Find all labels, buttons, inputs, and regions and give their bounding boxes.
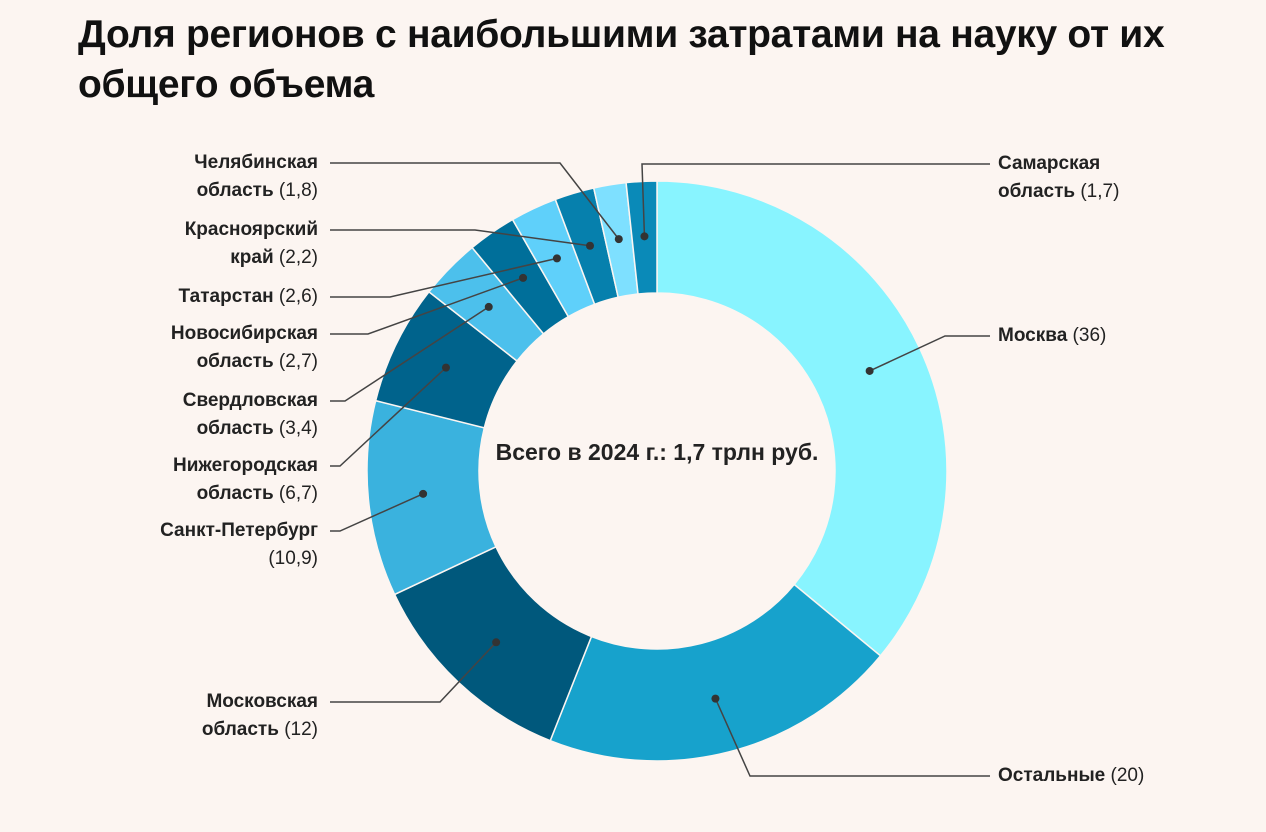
slice-value: (1,8): [278, 180, 318, 201]
leader-dot-5: [484, 302, 493, 311]
leader-line-3: [330, 493, 424, 532]
leader-dot-10: [640, 232, 649, 241]
leader-dot-2: [492, 638, 501, 647]
slice-label: Татарстан: [178, 286, 274, 307]
data-label: Москва (36): [998, 322, 1258, 350]
leader-line-7: [330, 257, 558, 298]
leader-line-1: [714, 698, 990, 777]
slice-value: (3,4): [278, 418, 318, 439]
leader-dot-3: [419, 489, 428, 498]
slice-label-cont: область: [196, 483, 274, 504]
data-label: Самарская область (1,7): [998, 150, 1258, 206]
slice-label-cont: область: [998, 181, 1076, 202]
leader-dot-0: [865, 366, 874, 375]
slice-label-cont: край: [230, 247, 274, 268]
leader-line-2: [330, 641, 497, 703]
slice-label-cont: область: [201, 719, 279, 740]
center-label: Всего в 2024 г.: 1,7 трлн руб.: [495, 439, 819, 465]
data-label: Челябинская область (1,8): [18, 149, 318, 205]
slice-value: (36): [1072, 325, 1107, 346]
slice-value: (1,7): [1080, 181, 1120, 202]
leader-dot-8: [586, 241, 595, 250]
slice-value: (2,2): [278, 247, 318, 268]
slice-value: (2,7): [278, 351, 318, 372]
slice-1: [549, 583, 882, 762]
leader-line-4: [330, 367, 447, 467]
slice-value: (6,7): [278, 483, 318, 504]
slice-value: (20): [1110, 765, 1145, 786]
leader-line-8: [330, 229, 591, 247]
slice-label: Санкт-Петербург: [160, 520, 318, 541]
leader-dot-1: [711, 694, 720, 703]
slice-value: (2,6): [278, 286, 318, 307]
leader-dot-6: [519, 273, 528, 282]
slice-value: (12): [284, 719, 318, 740]
leader-dot-7: [552, 254, 561, 263]
slice-label: Новосибирская: [170, 323, 318, 344]
slice-label: Челябинская: [194, 152, 318, 173]
leader-line-6: [330, 277, 524, 335]
slice-label: Московская: [206, 691, 318, 712]
slice-label: Свердловская: [182, 390, 318, 411]
chart-title: Доля регионов с наибольшими затратами на…: [78, 13, 1165, 106]
slice-label-cont: область: [196, 180, 274, 201]
slice-label: Красноярский: [184, 219, 318, 240]
leader-line-9: [330, 162, 620, 240]
leader-line-5: [330, 306, 490, 402]
slice-label-cont: область: [196, 418, 274, 439]
slice-label: Остальные: [998, 765, 1106, 786]
data-label: Новосибирская область (2,7): [18, 320, 318, 376]
leader-dot-9: [614, 235, 623, 244]
slice-0: [656, 180, 948, 657]
data-label: Красноярский край (2,2): [18, 216, 318, 272]
data-label: Остальные (20): [998, 762, 1258, 790]
leader-line-0: [869, 335, 990, 372]
data-label: Санкт-Петербург (10,9): [18, 517, 318, 573]
leader-dot-4: [441, 363, 450, 372]
slice-label-cont: область: [196, 351, 274, 372]
slice-label: Нижегородская: [173, 455, 318, 476]
slice-label: Самарская: [998, 153, 1101, 174]
leader-line-10: [641, 163, 990, 237]
slice-value: (10,9): [268, 548, 318, 569]
data-label: Нижегородская область (6,7): [18, 452, 318, 508]
data-label: Свердловская область (3,4): [18, 387, 318, 443]
data-label: Московская область (12): [18, 688, 318, 744]
slice-label: Москва: [998, 325, 1068, 346]
data-label: Татарстан (2,6): [18, 283, 318, 311]
